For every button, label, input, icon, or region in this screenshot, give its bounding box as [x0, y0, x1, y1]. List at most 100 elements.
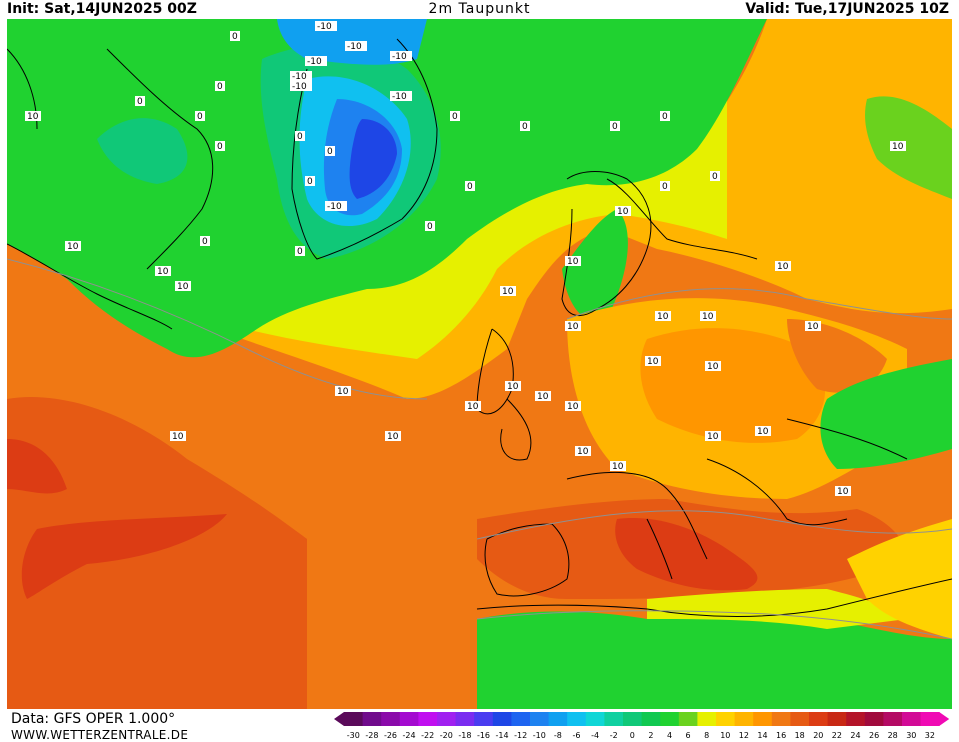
- map-title: 2m Taupunkt: [428, 1, 531, 17]
- legend-tick-label: -6: [573, 731, 581, 740]
- legend-tick-label: -30: [347, 731, 360, 740]
- legend-tick-label: -4: [591, 731, 599, 740]
- contour-label: 0: [662, 112, 668, 122]
- valid-time: Valid: Tue,17JUN2025 10Z: [745, 1, 949, 17]
- contour-label-bg: [505, 381, 521, 391]
- greenland-teal: [97, 118, 188, 184]
- legend-tick-label: 20: [813, 731, 823, 740]
- contour-label-bg: [390, 51, 412, 61]
- legend-swatch: [809, 712, 828, 726]
- contour-label: 0: [327, 147, 333, 157]
- legend-swatch: [827, 712, 847, 726]
- russia-orange: [787, 319, 887, 393]
- contour-label-bg: [290, 71, 312, 81]
- contour-label-bg: [450, 111, 460, 121]
- contour-label-bg: [775, 261, 791, 271]
- legend-swatch: [362, 712, 382, 726]
- contour-label-bg: [565, 256, 581, 266]
- contour-label: 10: [657, 312, 669, 322]
- contour-label: 10: [612, 462, 624, 472]
- contour-label-bg: [345, 41, 367, 51]
- contour-label: 10: [757, 427, 769, 437]
- contour-label: 10: [567, 257, 579, 267]
- contour-label: 0: [137, 97, 143, 107]
- contour-label-bg: [295, 131, 305, 141]
- contour-label: 10: [892, 142, 904, 152]
- legend-swatch: [474, 712, 494, 726]
- legend-tick-label: -24: [403, 731, 416, 740]
- contour-label-bg: [535, 391, 551, 401]
- contour-label: 10: [337, 387, 349, 397]
- contour-label: 10: [617, 207, 629, 217]
- contour-label-bg: [195, 111, 205, 121]
- legend-tick-label: 18: [795, 731, 805, 740]
- contour-label-bg: [655, 311, 671, 321]
- contour-label: 10: [707, 432, 719, 442]
- contour-label-bg: [890, 141, 906, 151]
- contour-label: 0: [427, 222, 433, 232]
- contour-label: 10: [567, 402, 579, 412]
- contour-label-bg: [200, 236, 210, 246]
- contour-label: 10: [172, 432, 184, 442]
- legend-swatch: [920, 712, 940, 726]
- legend-tick-label: 8: [704, 731, 709, 740]
- contour-label-bg: [465, 401, 481, 411]
- contour-label: 10: [837, 487, 849, 497]
- contour-label: 10: [702, 312, 714, 322]
- contour-label-bg: [25, 111, 41, 121]
- contour-label: -10: [392, 52, 407, 62]
- legend-tick-label: 24: [850, 731, 860, 740]
- legend-swatch: [883, 712, 903, 726]
- legend-swatch: [697, 712, 717, 726]
- contour-label-bg: [135, 96, 145, 106]
- contour-label-bg: [700, 311, 716, 321]
- contour-label: -10: [347, 42, 362, 52]
- contour-label-bg: [305, 56, 327, 66]
- legend-swatch: [623, 712, 642, 726]
- legend-swatch: [734, 712, 754, 726]
- contour-label: -10: [292, 72, 307, 82]
- contour-label-bg: [390, 91, 412, 101]
- contour-label-bg: [575, 446, 591, 456]
- contour-label: 0: [297, 247, 303, 257]
- init-time: Init: Sat,14JUN2025 00Z: [7, 1, 197, 17]
- legend-tick-label: -12: [514, 731, 527, 740]
- contour-label-bg: [315, 21, 337, 31]
- legend-swatch: [790, 712, 810, 726]
- contour-label-bg: [425, 221, 435, 231]
- contour-label: 0: [662, 182, 668, 192]
- legend-tick-label: 10: [720, 731, 730, 740]
- contour-label-bg: [325, 201, 347, 211]
- contour-label: -10: [327, 202, 342, 212]
- legend-tick-label: -14: [496, 731, 509, 740]
- contour-label: 10: [567, 322, 579, 332]
- contour-label-bg: [565, 401, 581, 411]
- legend-tick-label: 6: [686, 731, 691, 740]
- legend-swatch: [437, 712, 456, 726]
- contour-label: 0: [522, 122, 528, 132]
- contour-label: -10: [317, 22, 332, 32]
- hot-core-2: [21, 514, 227, 599]
- legend-tick-label: 32: [925, 731, 935, 740]
- contour-label: 0: [217, 142, 223, 152]
- legend-tick-label: 4: [667, 731, 672, 740]
- north-africa-green: [477, 611, 952, 709]
- color-legend: -30 -28 -26 -24 -22 -20 -18 -16 -14 -12 -10 -8 -6 -4-…: [334, 712, 950, 740]
- contour-label-bg: [295, 246, 305, 256]
- website-link[interactable]: WWW.WETTERZENTRALE.DE: [11, 728, 189, 742]
- legend-tick-label: 30: [906, 731, 916, 740]
- contour-label: 0: [297, 132, 303, 142]
- legend-swatch: [660, 712, 680, 726]
- contour-label-bg: [710, 171, 720, 181]
- contour-label-bg: [835, 486, 851, 496]
- east-sahara: [847, 519, 952, 639]
- legend-swatch: [902, 712, 921, 726]
- legend-swatch: [716, 712, 735, 726]
- contour-label: 10: [807, 322, 819, 332]
- legend-swatch: [753, 712, 773, 726]
- contour-label: 10: [502, 287, 514, 297]
- contour-label-bg: [230, 31, 240, 41]
- contour-label-bg: [610, 121, 620, 131]
- legend-tick-label: -10: [533, 731, 546, 740]
- contour-label-bg: [290, 81, 312, 91]
